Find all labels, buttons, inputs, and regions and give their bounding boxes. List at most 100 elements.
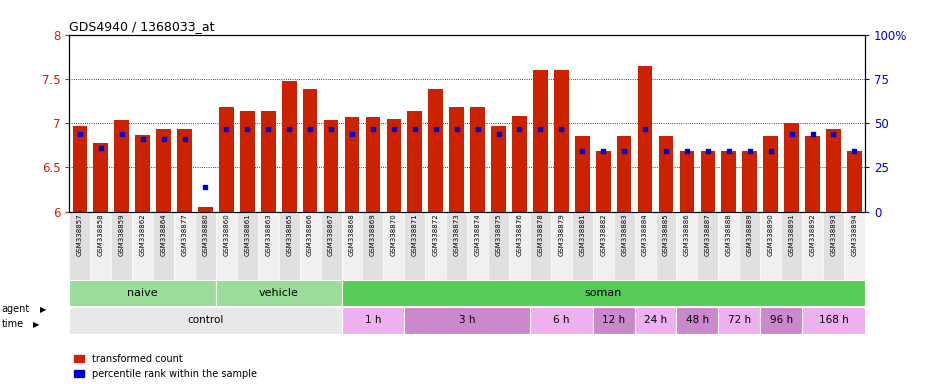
Text: GSM338889: GSM338889 bbox=[746, 214, 753, 257]
Text: GSM338887: GSM338887 bbox=[705, 214, 711, 257]
Text: GSM338876: GSM338876 bbox=[516, 214, 523, 257]
Text: GSM338888: GSM338888 bbox=[726, 214, 732, 257]
Text: agent: agent bbox=[2, 304, 31, 314]
Text: GSM338878: GSM338878 bbox=[537, 214, 543, 257]
Text: GSM338891: GSM338891 bbox=[789, 214, 795, 257]
Bar bbox=[195, 212, 216, 280]
Bar bbox=[404, 212, 426, 280]
Text: 3 h: 3 h bbox=[459, 316, 475, 326]
Bar bbox=[156, 129, 171, 212]
Bar bbox=[428, 89, 443, 212]
Bar bbox=[760, 212, 781, 280]
Text: GSM338865: GSM338865 bbox=[286, 214, 292, 256]
Bar bbox=[593, 308, 635, 334]
Bar bbox=[383, 212, 404, 280]
Bar bbox=[533, 70, 548, 212]
Bar bbox=[237, 212, 258, 280]
Text: 24 h: 24 h bbox=[644, 316, 667, 326]
Text: GSM338858: GSM338858 bbox=[98, 214, 104, 256]
Bar bbox=[132, 212, 154, 280]
Bar bbox=[826, 129, 841, 212]
Bar bbox=[575, 136, 589, 212]
Bar bbox=[93, 142, 108, 212]
Bar bbox=[302, 89, 317, 212]
Bar bbox=[656, 212, 676, 280]
Text: GSM338859: GSM338859 bbox=[118, 214, 125, 256]
Bar bbox=[760, 308, 802, 334]
Text: GSM338882: GSM338882 bbox=[600, 214, 606, 256]
Text: GSM338870: GSM338870 bbox=[391, 214, 397, 257]
Text: ▶: ▶ bbox=[40, 305, 46, 314]
Bar bbox=[613, 212, 635, 280]
Bar bbox=[321, 212, 341, 280]
Bar bbox=[387, 119, 401, 212]
Bar bbox=[847, 151, 862, 212]
Bar bbox=[530, 308, 593, 334]
Text: 6 h: 6 h bbox=[553, 316, 570, 326]
Bar bbox=[198, 207, 213, 212]
Bar bbox=[278, 212, 300, 280]
Bar bbox=[174, 212, 195, 280]
Text: GSM338857: GSM338857 bbox=[77, 214, 83, 256]
Bar bbox=[365, 117, 380, 212]
Bar bbox=[216, 212, 237, 280]
Bar bbox=[341, 280, 865, 306]
Bar bbox=[530, 212, 551, 280]
Bar bbox=[700, 151, 715, 212]
Bar bbox=[617, 136, 632, 212]
Legend: transformed count, percentile rank within the sample: transformed count, percentile rank withi… bbox=[74, 354, 257, 379]
Text: GDS4940 / 1368033_at: GDS4940 / 1368033_at bbox=[69, 20, 215, 33]
Text: GSM338861: GSM338861 bbox=[244, 214, 251, 257]
Text: GSM338860: GSM338860 bbox=[223, 214, 229, 257]
Text: time: time bbox=[2, 319, 24, 329]
Text: GSM338893: GSM338893 bbox=[831, 214, 836, 257]
Text: GSM338873: GSM338873 bbox=[453, 214, 460, 257]
Bar bbox=[763, 136, 778, 212]
Text: GSM338885: GSM338885 bbox=[663, 214, 669, 256]
Bar bbox=[341, 212, 363, 280]
Bar bbox=[407, 111, 422, 212]
Bar bbox=[219, 107, 234, 212]
Bar bbox=[781, 212, 802, 280]
Bar bbox=[154, 212, 174, 280]
Text: GSM338894: GSM338894 bbox=[851, 214, 857, 256]
Text: GSM338880: GSM338880 bbox=[203, 214, 208, 257]
Text: 168 h: 168 h bbox=[819, 316, 848, 326]
Text: GSM338864: GSM338864 bbox=[161, 214, 166, 256]
Text: GSM338881: GSM338881 bbox=[579, 214, 586, 257]
Bar bbox=[426, 212, 446, 280]
Text: GSM338890: GSM338890 bbox=[768, 214, 773, 257]
Bar bbox=[470, 107, 485, 212]
Bar bbox=[178, 129, 191, 212]
Text: GSM338874: GSM338874 bbox=[475, 214, 481, 256]
Bar bbox=[363, 212, 383, 280]
Bar bbox=[509, 212, 530, 280]
Bar bbox=[341, 308, 404, 334]
Bar bbox=[72, 126, 87, 212]
Bar bbox=[743, 151, 757, 212]
Text: 72 h: 72 h bbox=[728, 316, 751, 326]
Bar bbox=[345, 117, 359, 212]
Text: control: control bbox=[187, 316, 224, 326]
Text: GSM338863: GSM338863 bbox=[265, 214, 271, 257]
Bar bbox=[596, 151, 611, 212]
Bar bbox=[261, 111, 276, 212]
Text: 96 h: 96 h bbox=[770, 316, 793, 326]
Text: GSM338871: GSM338871 bbox=[412, 214, 418, 257]
Bar bbox=[676, 212, 697, 280]
Bar bbox=[635, 212, 656, 280]
Text: vehicle: vehicle bbox=[259, 288, 299, 298]
Text: 1 h: 1 h bbox=[364, 316, 381, 326]
Text: ▶: ▶ bbox=[33, 320, 40, 329]
Bar bbox=[680, 151, 695, 212]
Bar bbox=[805, 136, 820, 212]
Text: GSM338866: GSM338866 bbox=[307, 214, 314, 257]
Bar bbox=[300, 212, 321, 280]
Bar bbox=[512, 116, 526, 212]
Bar bbox=[802, 308, 865, 334]
Bar bbox=[91, 212, 111, 280]
Bar bbox=[551, 212, 572, 280]
Bar bbox=[784, 123, 799, 212]
Bar bbox=[697, 212, 719, 280]
Bar bbox=[491, 126, 506, 212]
